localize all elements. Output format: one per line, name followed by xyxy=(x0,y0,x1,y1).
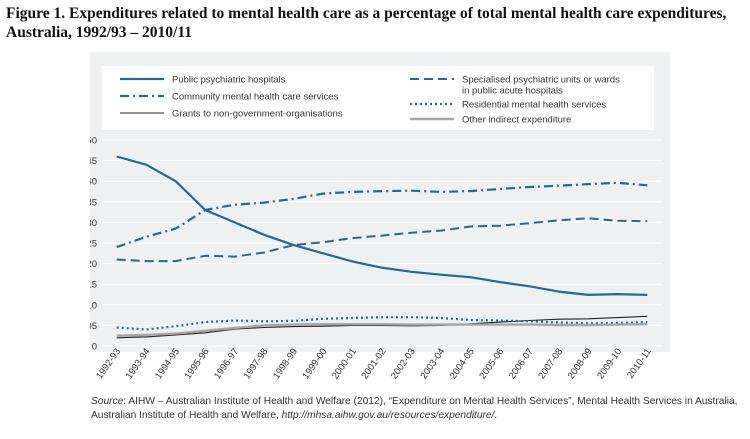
legend-box xyxy=(102,66,654,130)
source-link[interactable]: http://mhsa.aihw.gov.au/resources/expend… xyxy=(281,410,495,421)
line-chart: Public psychiatric hospitals Community me… xyxy=(90,66,662,353)
figure-title: Figure 1. Expenditures related to mental… xyxy=(6,5,727,41)
series-line-specialised-psychiatric-units-or-wards-in-public-acute-hospitals xyxy=(116,217,648,263)
series-line-community-mental-health-care-services xyxy=(116,181,648,249)
y-tick-label: 0.40 xyxy=(90,177,97,188)
y-tick-label: 0.20 xyxy=(90,259,97,270)
series-line-public-psychiatric-hospitals xyxy=(116,155,648,296)
y-tick-label: 0.30 xyxy=(90,218,97,229)
y-axis-ticks: 0 0.05 0.10 0.15 0.20 0.25 0.30 0.35 0.40 0.45 0.5… xyxy=(90,136,97,353)
y-tick-label: 0.50 xyxy=(90,136,97,147)
chart-area: Public psychiatric hospitals Community me… xyxy=(90,52,670,381)
y-tick-label: 0.35 xyxy=(90,197,97,208)
legend-label: Other indirect expenditure xyxy=(462,115,571,126)
legend-label: Specialised psychiatric units or wards in… xyxy=(462,75,620,97)
series-line-residential-mental-health-services xyxy=(116,316,648,331)
legend: Public psychiatric hospitals Community me… xyxy=(120,75,620,126)
series-line-other-indirect-expenditure xyxy=(116,323,648,337)
y-tick-label: 0.15 xyxy=(90,280,97,291)
y-tick-label: 0.45 xyxy=(90,156,97,167)
gridlines xyxy=(102,139,662,347)
legend-label: Grants to non-government-organisations xyxy=(172,109,343,120)
y-tick-label: 0.05 xyxy=(90,321,97,332)
series-lines xyxy=(116,155,648,339)
legend-label: Public psychiatric hospitals xyxy=(172,75,286,86)
source-text: : AIHW – Australian Institute of Health … xyxy=(91,396,738,421)
source-label: Source xyxy=(91,396,124,407)
y-tick-label: 0.10 xyxy=(90,300,97,311)
y-tick-label: 0.25 xyxy=(90,239,97,250)
legend-label: Residential mental health services xyxy=(462,100,606,111)
legend-label: Community mental health care services xyxy=(172,92,339,103)
source-end: . xyxy=(494,410,498,421)
y-tick-label: 0 xyxy=(92,342,97,353)
source-note: Source: AIHW – Australian Institute of H… xyxy=(91,395,741,423)
series-line-grants-to-non-government-organisations xyxy=(116,315,648,339)
